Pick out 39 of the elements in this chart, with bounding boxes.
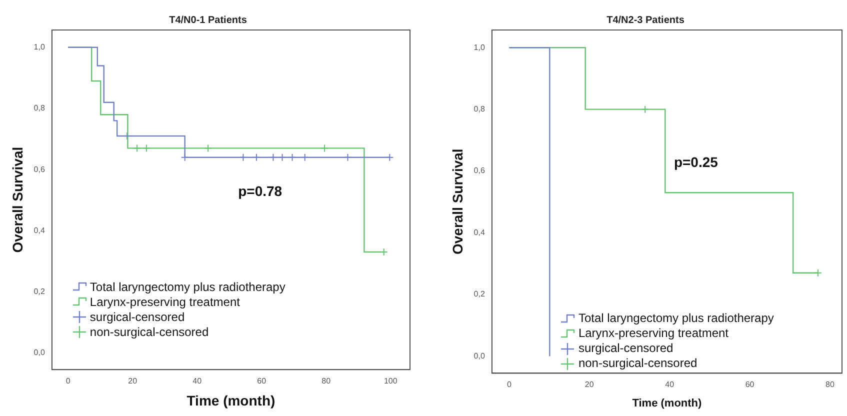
y-tick-label: 1,0 bbox=[474, 42, 486, 52]
x-tick-label: 60 bbox=[745, 380, 755, 390]
x-tick-label: 0 bbox=[506, 380, 512, 390]
y-tick-label: 0,0 bbox=[34, 348, 46, 358]
legend-label: non-surgical-censored bbox=[90, 324, 209, 340]
y-tick-label: 0,2 bbox=[474, 290, 486, 299]
x-tick-label: 80 bbox=[322, 376, 332, 386]
chart-title: T4/N0-1 Patients bbox=[169, 14, 248, 26]
legend-label: surgical-censored bbox=[578, 341, 674, 356]
legend-label: Total laryngectomy plus radiotherapy bbox=[90, 280, 286, 295]
legend-label: Total laryngectomy plus radiotherapy bbox=[578, 311, 774, 326]
y-tick-label: 0,8 bbox=[34, 104, 46, 113]
chart-title: T4/N2-3 Patients bbox=[606, 14, 685, 26]
legend-label: Larynx-preserving treatment bbox=[90, 294, 240, 310]
x-tick-label: 100 bbox=[384, 376, 398, 386]
y-axis-title: Overall Survival bbox=[9, 146, 26, 253]
y-tick-label: 0,2 bbox=[34, 286, 46, 296]
x-tick-label: 80 bbox=[826, 380, 835, 390]
annotation: p=0.25 bbox=[674, 154, 718, 170]
y-tick-label: 0,6 bbox=[34, 164, 46, 174]
x-tick-label: 40 bbox=[665, 380, 675, 390]
x-tick-label: 0 bbox=[66, 376, 71, 386]
annotation: p=0.78 bbox=[238, 182, 282, 199]
x-tick-label: 20 bbox=[128, 376, 138, 386]
x-tick-label: 40 bbox=[192, 376, 202, 386]
x-tick-label: 60 bbox=[257, 376, 267, 386]
y-tick-label: 0,8 bbox=[474, 104, 486, 114]
x-axis-title: Time (month) bbox=[632, 397, 702, 410]
x-tick-label: 20 bbox=[584, 380, 594, 390]
y-axis-title: Overall Survival bbox=[449, 148, 466, 255]
y-tick-label: 0,4 bbox=[474, 228, 486, 237]
legend-label: surgical-censored bbox=[90, 310, 185, 325]
legend-label: non-surgical-censored bbox=[578, 356, 698, 372]
x-axis-title: Time (month) bbox=[186, 392, 276, 408]
legend-label: Larynx-preserving treatment bbox=[578, 326, 729, 342]
y-tick-label: 0,0 bbox=[474, 351, 486, 360]
y-tick-label: 0,6 bbox=[474, 166, 486, 176]
y-tick-label: 1,0 bbox=[34, 42, 46, 52]
y-tick-label: 0,4 bbox=[34, 226, 46, 235]
